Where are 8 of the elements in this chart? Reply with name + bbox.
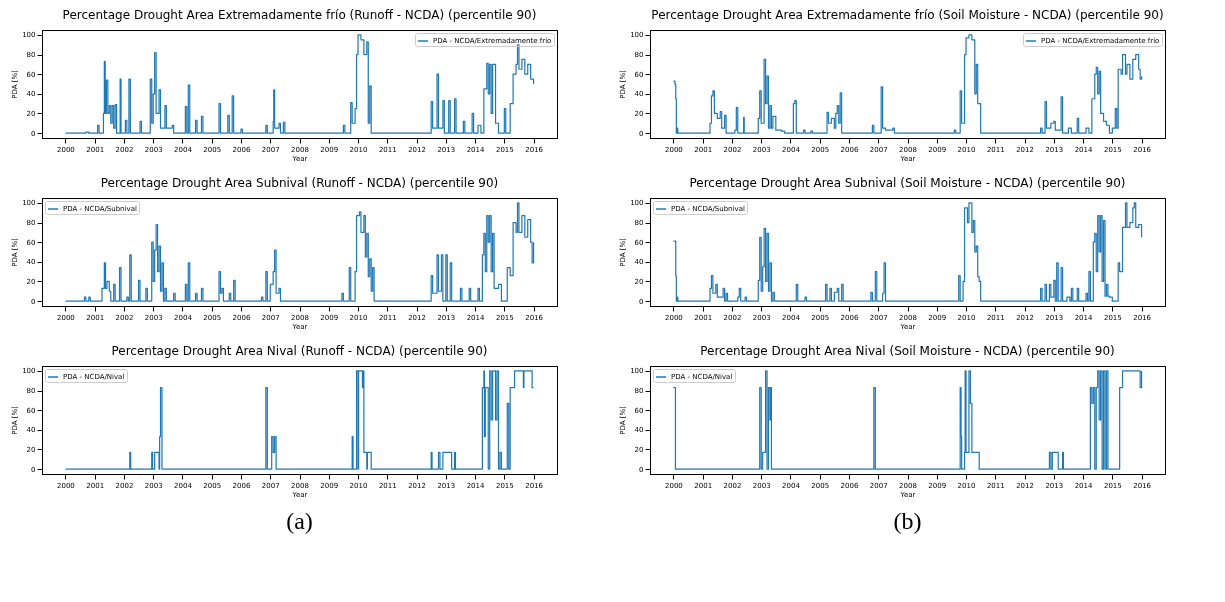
chart-title: Percentage Drought Area Nival (Soil Moisture - NCDA) (percentile 90)	[700, 344, 1115, 358]
chart-title: Percentage Drought Area Extremadamente frío (Soil Moisture - NCDA) (percentile 90)	[651, 8, 1164, 22]
chart-title: Percentage Drought Area Subnival (Soil Moisture - NCDA) (percentile 90)	[689, 176, 1126, 190]
chart-title: Percentage Drought Area Subnival (Runoff - NCDA) (percentile 90)	[100, 176, 499, 190]
chart-title: Percentage Drought Area Nival (Runoff - NCDA) (percentile 90)	[111, 344, 488, 358]
chart-title: Percentage Drought Area Extremadamente frío (Runoff - NCDA) (percentile 90)	[62, 8, 537, 22]
text: (b)	[893, 508, 922, 534]
text: (a)	[286, 508, 313, 534]
